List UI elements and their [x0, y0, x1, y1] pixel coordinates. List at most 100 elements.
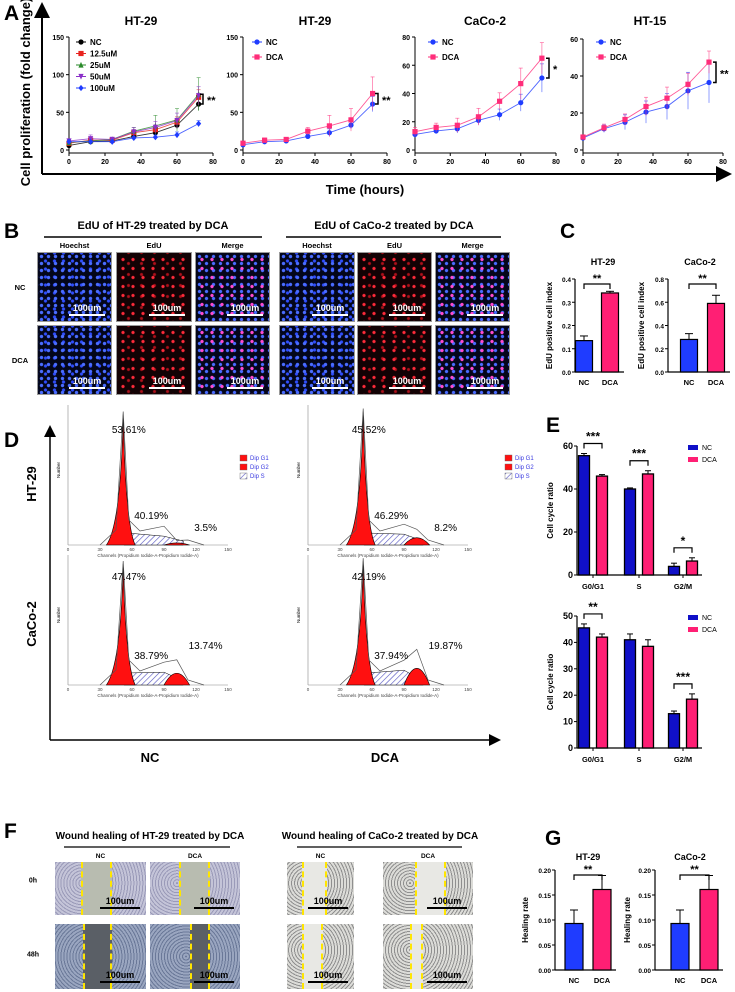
series-DCA	[240, 76, 376, 146]
y-axis-label: Number	[56, 607, 61, 624]
x-tick-label: 150	[224, 547, 232, 552]
data-point	[254, 39, 260, 45]
significance-bracket	[583, 283, 611, 289]
x-tick-label: 80	[719, 159, 727, 166]
legend-label: 12.5uM	[90, 50, 117, 59]
legend-label: NC	[610, 38, 622, 47]
x-tick-label: 0	[241, 159, 245, 166]
panel-label-e: E	[546, 414, 560, 437]
s-percentage: 37.94%	[374, 651, 408, 662]
significance-label: ***	[676, 670, 690, 684]
x-tick-label: 60	[347, 159, 355, 166]
histogram-outline	[339, 408, 445, 546]
flow-histogram: Number 0 30 60 90 120 150 Channels (Propidium I…	[296, 555, 472, 698]
scale-bar: 100um	[308, 970, 348, 983]
x-tick-label: 60	[684, 159, 692, 166]
wound-gap-lines	[178, 862, 210, 915]
micrograph-merge-nc: 100um	[435, 252, 510, 322]
y-tick-label: 50	[563, 611, 573, 621]
a-x-label: Time (hours)	[326, 182, 405, 197]
wound-image-dca-0h: 100um	[383, 862, 473, 915]
x-tick-label: NC	[684, 378, 695, 387]
y-tick-label: 100	[226, 73, 238, 80]
x-tick-label: G0/G1	[582, 582, 604, 591]
line-chart-a4: HT-15 0 20 40 60 0 20 40 60 80 NC DCA **	[570, 14, 729, 166]
y-tick-label: 0	[60, 148, 64, 155]
bar-NC	[577, 455, 591, 576]
data-point	[283, 136, 289, 143]
f-column-header: NC	[96, 853, 106, 860]
chart-title: HT-29	[591, 257, 616, 267]
g2-peak	[163, 672, 191, 686]
chart-title: HT-29	[299, 14, 332, 28]
legend-swatch	[688, 615, 698, 620]
b-row-label: NC	[15, 283, 26, 292]
significance-label: **	[588, 600, 598, 614]
g1-percentage: 42.19%	[352, 572, 386, 583]
bar-DCA	[641, 645, 655, 749]
wound-image-dca-48h: 100um	[383, 924, 473, 989]
bar-DCA	[685, 698, 699, 749]
x-tick-label: 30	[337, 687, 343, 692]
x-axis-label: Channels (Propidium Iodide-A-Propidium I…	[337, 693, 439, 698]
x-tick-label: 80	[552, 159, 560, 166]
x-tick-label: 30	[97, 547, 103, 552]
panel-label-g: G	[545, 827, 561, 850]
scale-bar: 100um	[227, 303, 263, 316]
x-tick-label: 0	[67, 547, 70, 552]
bar-chart-e1: Cell cycle ratio 0 20 40 60 G0/G1 *** S *** G2/M *…	[546, 430, 717, 591]
chart-title: HT-29	[125, 14, 158, 28]
significance-label: ***	[586, 430, 600, 444]
significance-bracket	[713, 61, 717, 84]
scale-bar: 100um	[467, 376, 503, 389]
micrograph-edu-nc: 100um	[116, 252, 192, 322]
significance-bracket	[583, 442, 603, 449]
bar-chart-c1: HT-29 EdU positive cell index 0.0 0.1 0.2 0.3…	[545, 257, 624, 387]
y-tick-label: 30	[563, 664, 573, 674]
y-tick-label: 60	[402, 63, 410, 70]
data-point	[78, 84, 84, 92]
x-tick-label: 0	[67, 687, 70, 692]
y-axis-label: EdU positive cell index	[637, 281, 646, 369]
g2-percentage: 13.74%	[189, 641, 223, 652]
data-point	[539, 55, 545, 61]
y-tick-label: 0.0	[562, 370, 571, 377]
x-axis-label: Channels (Propidium Iodide-A-Propidium I…	[337, 553, 439, 558]
x-tick-label: 0	[67, 159, 71, 166]
y-tick-label: 40	[563, 484, 573, 494]
g1-percentage: 53.61%	[112, 425, 146, 436]
wound-image-nc-48h: 100um	[55, 924, 146, 989]
significance-label: **	[698, 273, 707, 285]
x-tick-label: DCA	[701, 976, 718, 985]
micrograph-hoechst-nc: 100um	[37, 252, 112, 322]
b-column-header: Merge	[221, 241, 243, 250]
y-tick-label: 0	[406, 148, 410, 155]
wound-image-nc-0h: 100um	[55, 862, 146, 915]
x-tick-label: NC	[579, 378, 590, 387]
y-tick-label: 0.20	[538, 868, 551, 875]
x-tick-label: 60	[517, 159, 525, 166]
f-column-header: DCA	[421, 853, 435, 860]
legend-label: Dip S	[250, 474, 265, 480]
legend-swatch	[239, 463, 248, 471]
data-point	[305, 133, 311, 140]
bar-chart-g2: CaCo-2 Healing rate 0.00 0.05 0.10 0.15 0.20 NC…	[623, 852, 723, 985]
data-point	[174, 131, 180, 139]
x-tick-label: S	[636, 755, 641, 764]
data-point	[643, 103, 649, 110]
series-NC	[412, 63, 545, 138]
x-tick-label: DCA	[594, 976, 611, 985]
legend-label: 25uM	[90, 61, 111, 70]
x-tick-label: 30	[337, 547, 343, 552]
x-tick-label: 0	[307, 687, 310, 692]
d-row-label-ht29: HT-29	[24, 466, 39, 501]
x-tick-label: 20	[446, 159, 454, 166]
g2-percentage: 3.5%	[194, 523, 217, 534]
significance-bracket	[375, 92, 379, 105]
scale-bar: 100um	[149, 303, 185, 316]
x-tick-label: 120	[432, 687, 440, 692]
y-tick-label: 0	[574, 148, 578, 155]
scale-bar: 100um	[100, 970, 140, 983]
y-tick-label: 60	[563, 441, 573, 451]
data-point	[598, 39, 604, 45]
